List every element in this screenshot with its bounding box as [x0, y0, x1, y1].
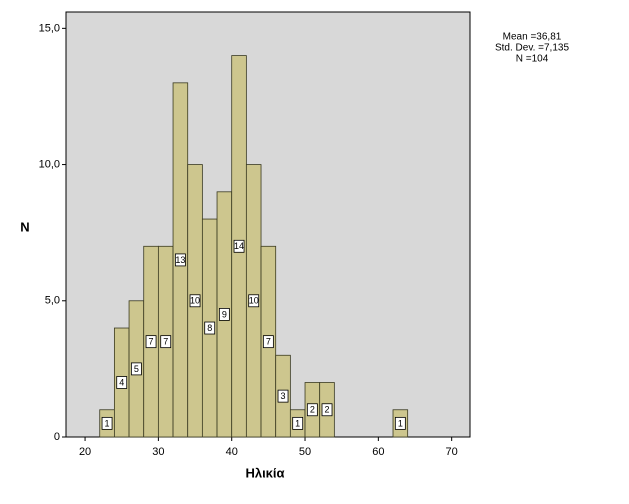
x-tick-label: 30 — [152, 446, 164, 458]
stat-annotation: Std. Dev. =7,135 — [495, 43, 569, 54]
data-label: 10 — [249, 296, 259, 306]
y-tick-label: 15,0 — [39, 22, 60, 34]
label-box — [130, 362, 142, 376]
label-box — [233, 239, 245, 253]
label-box — [262, 335, 274, 349]
label-box — [189, 294, 201, 308]
x-tick-label: 40 — [226, 446, 238, 458]
x-tick-label: 70 — [446, 446, 458, 458]
data-label: 4 — [119, 377, 124, 387]
data-label: 8 — [207, 323, 212, 333]
label-box — [306, 403, 318, 417]
data-label: 5 — [134, 364, 139, 374]
data-label: 7 — [163, 337, 168, 347]
label-box — [145, 335, 157, 349]
stat-annotation: Mean =36,81 — [503, 32, 562, 43]
data-label: 7 — [266, 337, 271, 347]
data-label: 2 — [325, 405, 330, 415]
y-axis-label: N — [20, 219, 29, 234]
label-box — [204, 321, 216, 335]
data-label: 7 — [149, 337, 154, 347]
data-label: 1 — [295, 418, 300, 428]
label-box — [218, 308, 230, 321]
data-label: 13 — [175, 255, 185, 265]
data-label: 1 — [398, 418, 403, 428]
x-tick-label: 50 — [299, 446, 311, 458]
label-box — [174, 253, 186, 267]
y-tick-label: 0 — [54, 431, 60, 443]
data-label: 9 — [222, 309, 227, 319]
data-label: 2 — [310, 405, 315, 415]
data-label: 3 — [281, 391, 286, 401]
x-axis-label: Ηλικία — [245, 465, 284, 480]
x-tick-label: 60 — [372, 446, 384, 458]
data-label: 14 — [234, 241, 244, 251]
label-box — [160, 335, 172, 349]
data-label: 10 — [190, 296, 200, 306]
label-box — [394, 416, 406, 430]
data-label: 1 — [105, 418, 110, 428]
label-box — [292, 416, 304, 430]
label-box — [248, 294, 260, 308]
stat-annotation: N =104 — [516, 54, 549, 65]
label-box — [277, 389, 289, 403]
y-tick-label: 10,0 — [39, 158, 60, 170]
label-box — [321, 403, 333, 417]
y-tick-label: 5,0 — [45, 295, 60, 307]
label-box — [116, 376, 128, 389]
x-tick-label: 20 — [79, 446, 91, 458]
label-box — [101, 416, 113, 430]
